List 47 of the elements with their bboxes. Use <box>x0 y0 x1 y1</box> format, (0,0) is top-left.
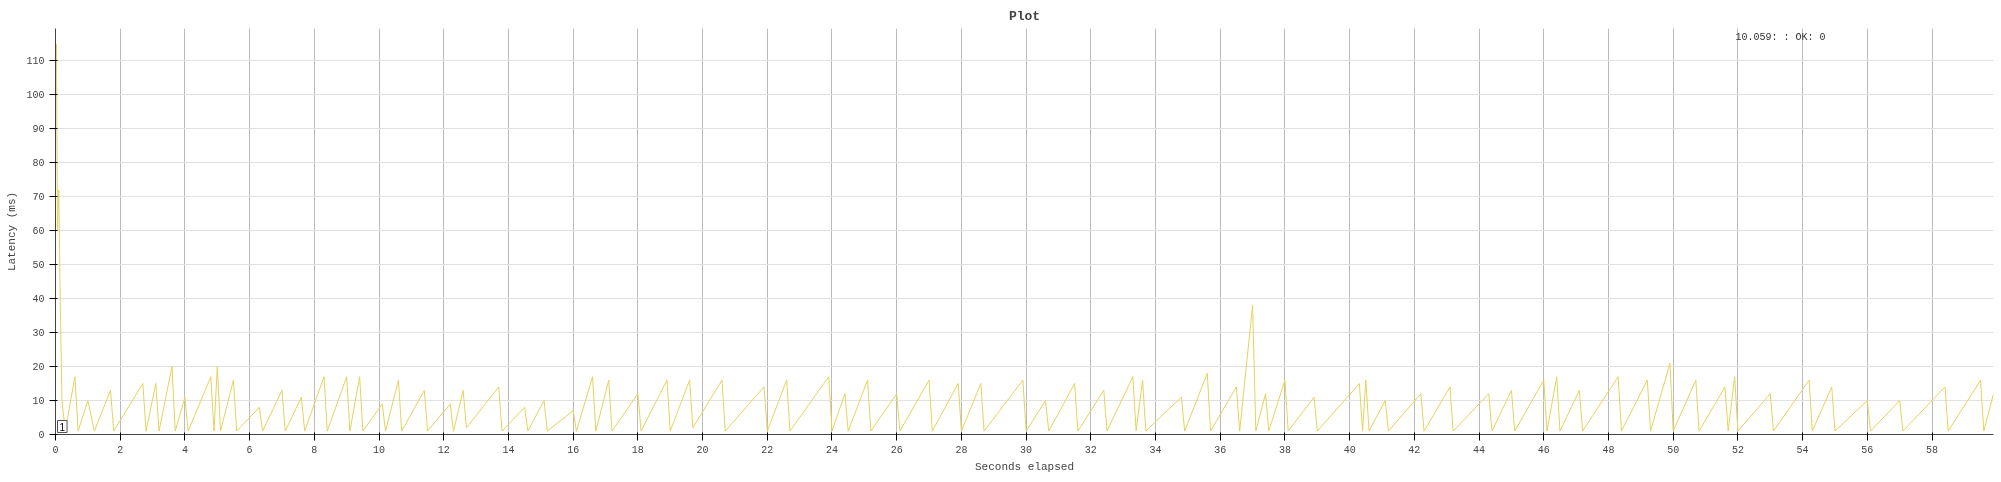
x-tick-label: 4 <box>181 444 188 456</box>
x-tick-label: 56 <box>1861 444 1874 456</box>
x-tick-label: 26 <box>890 444 903 456</box>
y-tick-label: 20 <box>32 362 45 374</box>
y-tick-label: 30 <box>32 328 45 340</box>
y-tick-label: 100 <box>26 90 45 102</box>
x-tick-label: 42 <box>1408 444 1421 456</box>
x-tick-label: 32 <box>1084 444 1097 456</box>
y-tick-label: 110 <box>26 56 45 68</box>
x-tick-label: 36 <box>1214 444 1227 456</box>
x-tick-label: 28 <box>955 444 968 456</box>
x-tick-label: 44 <box>1473 444 1486 456</box>
x-tick-label: 16 <box>567 444 580 456</box>
x-tick-label: 24 <box>825 444 839 456</box>
annotation: 1 <box>59 421 66 433</box>
x-tick-label: 38 <box>1278 444 1291 456</box>
x-tick-label: 10 <box>373 444 386 456</box>
y-tick-label: 70 <box>32 192 45 204</box>
x-tick-label: 40 <box>1343 444 1356 456</box>
x-tick-label: 50 <box>1667 444 1680 456</box>
x-tick-label: 2 <box>117 444 124 456</box>
x-tick-label: 34 <box>1149 444 1162 456</box>
y-tick-label: 80 <box>32 158 45 170</box>
y-tick-label: 40 <box>32 294 45 306</box>
y-tick-label: 10 <box>32 396 45 408</box>
annotation: 10.059: : OK: 0 <box>1735 31 1826 43</box>
x-tick-label: 20 <box>696 444 709 456</box>
y-tick-label: 90 <box>32 124 45 136</box>
x-tick-label: 48 <box>1602 444 1615 456</box>
y-axis-title: Latency (ms) <box>6 191 19 272</box>
x-tick-label: 8 <box>311 444 318 456</box>
y-tick-label: 0 <box>38 430 45 441</box>
x-tick-label: 6 <box>246 444 253 456</box>
x-tick-label: 52 <box>1731 444 1744 456</box>
x-tick-label: 12 <box>437 444 450 456</box>
y-tick-label: 50 <box>32 260 45 272</box>
x-tick-label: 0 <box>52 444 59 456</box>
x-axis-title: Seconds elapsed <box>974 460 1075 473</box>
x-tick-label: 54 <box>1796 444 1809 456</box>
y-tick-label: 60 <box>32 226 45 238</box>
chart-title: Plot <box>1008 8 1041 24</box>
x-tick-label: 18 <box>631 444 644 456</box>
x-tick-label: 30 <box>1020 444 1033 456</box>
x-tick-label: 58 <box>1926 444 1939 456</box>
x-tick-label: 46 <box>1537 444 1550 456</box>
x-tick-label: 14 <box>502 444 515 456</box>
x-tick-label: 22 <box>761 444 774 456</box>
